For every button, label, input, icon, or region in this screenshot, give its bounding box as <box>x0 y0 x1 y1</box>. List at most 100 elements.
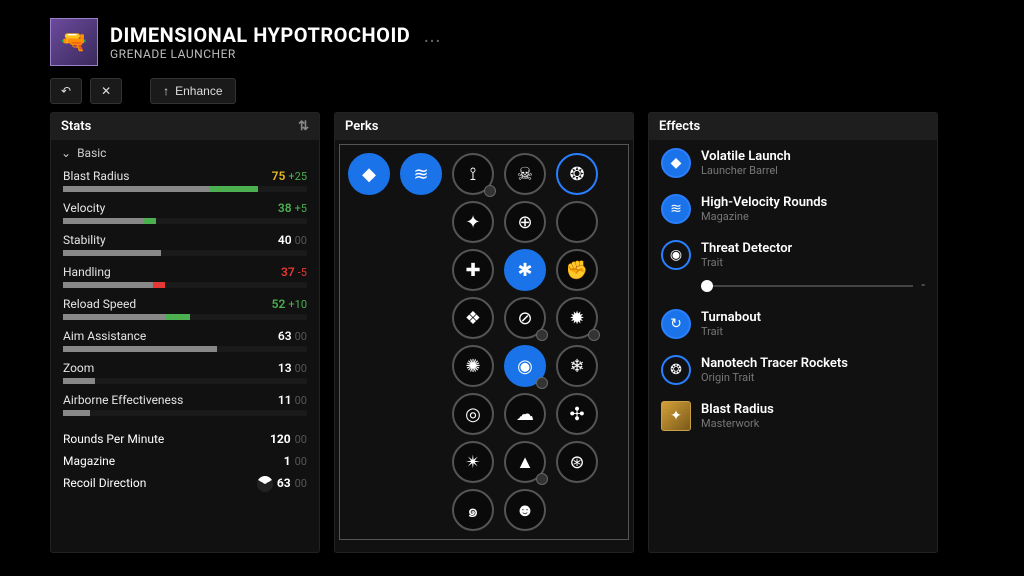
perk-slot[interactable]: ❖ <box>452 297 494 339</box>
weapon-thumbnail[interactable]: 🔫 <box>50 18 98 66</box>
perk-icon: ◆ <box>362 164 376 185</box>
perk-slot[interactable]: ✴ <box>452 441 494 483</box>
stat-row: Zoom1300 <box>51 358 319 390</box>
effects-panel: Effects ◆ Volatile LaunchLauncher Barrel ≋… <box>648 112 938 553</box>
perk-icon: ✱ <box>517 260 532 281</box>
perk-slot[interactable]: ◆ <box>348 153 390 195</box>
perk-slot[interactable]: ✺ <box>452 345 494 387</box>
stat-bar <box>63 346 307 352</box>
effect-subtitle: Launcher Barrel <box>701 164 791 177</box>
effect-row[interactable]: ↻TurnaboutTrait <box>649 301 937 347</box>
perk-slot[interactable]: ✊ <box>556 249 598 291</box>
stat-row: Recoil Direction6300 <box>51 472 319 496</box>
stat-value: 40 <box>278 233 292 247</box>
perk-icon: ❄ <box>569 356 584 377</box>
effect-row[interactable]: ≋High-Velocity RoundsMagazine <box>649 186 937 232</box>
effect-title: Blast Radius <box>701 402 774 417</box>
effect-subtitle: Magazine <box>701 210 827 223</box>
perk-icon: ▲ <box>516 452 534 473</box>
stat-value: 38 <box>278 201 292 215</box>
ellipsis-icon[interactable]: ... <box>424 23 441 47</box>
stat-name: Magazine <box>63 454 115 468</box>
stat-name: Stability <box>63 233 106 247</box>
perks-title: Perks <box>345 119 378 134</box>
perk-icon: ≋ <box>413 164 428 185</box>
stat-name: Blast Radius <box>63 169 129 183</box>
effect-subtitle: Origin Trait <box>701 371 848 384</box>
perk-slot[interactable]: ✣ <box>556 393 598 435</box>
undo-icon: ↶ <box>61 84 71 98</box>
perk-column: ☠⊕✱⊘◉☁▲☻ <box>504 153 546 531</box>
stat-bar <box>63 378 307 384</box>
effect-row[interactable]: ◉ Threat DetectorTrait <box>649 232 937 278</box>
effect-row[interactable]: ◆ Volatile LaunchLauncher Barrel <box>649 140 937 186</box>
perk-badge-icon <box>536 377 548 389</box>
stat-value: 13 <box>278 361 292 375</box>
weapon-header: 🔫 DIMENSIONAL HYPOTROCHOID ... GRENADE L… <box>0 8 1024 72</box>
effect-row[interactable]: ❂Nanotech Tracer RocketsOrigin Trait <box>649 347 937 393</box>
stat-row: Magazine100 <box>51 450 319 472</box>
stat-delta: 00 <box>295 234 307 247</box>
perk-column: ≋ <box>400 153 442 531</box>
perk-slot[interactable]: ✱ <box>504 249 546 291</box>
effect-title: Threat Detector <box>701 241 792 256</box>
perk-icon: ✴ <box>465 452 480 473</box>
stat-delta: +10 <box>288 298 307 311</box>
perk-slot[interactable]: ☠ <box>504 153 546 195</box>
stat-name: Velocity <box>63 201 105 215</box>
enhance-button[interactable]: ↑ Enhance <box>150 78 235 104</box>
stat-delta: +5 <box>295 202 307 215</box>
stat-secondary: 00 <box>295 433 307 446</box>
perk-icon: ๑ <box>467 496 478 525</box>
effect-row[interactable]: ✦Blast RadiusMasterwork <box>649 393 937 439</box>
stat-row: Aim Assistance6300 <box>51 326 319 358</box>
perk-slot[interactable] <box>556 201 598 243</box>
effect-slider[interactable]: - <box>649 278 937 301</box>
effects-title: Effects <box>659 119 700 134</box>
perk-slot[interactable]: ☻ <box>504 489 546 531</box>
stat-row: Reload Speed52+10 <box>51 294 319 326</box>
perk-slot[interactable]: ✚ <box>452 249 494 291</box>
stat-value: 63 <box>278 329 292 343</box>
perk-badge-icon <box>536 473 548 485</box>
stat-delta: +25 <box>288 170 307 183</box>
weapon-name: DIMENSIONAL HYPOTROCHOID <box>110 23 410 47</box>
stat-bar <box>63 186 307 192</box>
slider-thumb[interactable] <box>701 280 713 292</box>
recoil-pie-icon <box>257 476 273 492</box>
stat-delta: 00 <box>295 394 307 407</box>
effect-icon: ◉ <box>661 240 691 270</box>
perk-icon: ⊘ <box>517 308 532 329</box>
perk-slot[interactable]: ⊛ <box>556 441 598 483</box>
perk-slot[interactable]: ❂ <box>556 153 598 195</box>
effect-title: Nanotech Tracer Rockets <box>701 356 848 371</box>
perk-icon: ❂ <box>569 164 584 185</box>
effect-icon: ◆ <box>661 148 691 178</box>
perk-slot[interactable]: ❄ <box>556 345 598 387</box>
shuffle-icon: ✕ <box>101 84 111 98</box>
undo-button[interactable]: ↶ <box>50 78 82 104</box>
stat-row: Velocity 38+5 <box>51 198 319 230</box>
perk-icon: ⊛ <box>569 452 584 473</box>
shuffle-button[interactable]: ✕ <box>90 78 122 104</box>
effect-title: Turnabout <box>701 310 761 325</box>
stat-name: Reload Speed <box>63 297 136 311</box>
stat-secondary: 00 <box>295 455 307 468</box>
perk-badge-icon <box>484 185 496 197</box>
perks-panel: Perks ◆≋⟟✦✚❖✺◎✴๑☠⊕✱⊘◉☁▲☻❂✊✹❄✣⊛ <box>334 112 634 553</box>
stat-bar <box>63 282 307 288</box>
perk-slot[interactable]: ◎ <box>452 393 494 435</box>
perk-slot[interactable]: ๑ <box>452 489 494 531</box>
effect-subtitle: Trait <box>701 256 792 269</box>
section-basic[interactable]: ⌄ Basic <box>51 140 319 166</box>
effect-title: Volatile Launch <box>701 149 791 164</box>
stat-name: Rounds Per Minute <box>63 432 164 446</box>
perk-column: ⟟✦✚❖✺◎✴๑ <box>452 153 494 531</box>
perk-slot[interactable]: ☁ <box>504 393 546 435</box>
stat-value: 37 <box>281 265 295 279</box>
perk-slot[interactable]: ≋ <box>400 153 442 195</box>
perk-slot[interactable]: ⊕ <box>504 201 546 243</box>
perk-slot[interactable]: ✦ <box>452 201 494 243</box>
perk-icon: ✺ <box>465 356 480 377</box>
expand-icon[interactable]: ⇅ <box>298 119 309 134</box>
